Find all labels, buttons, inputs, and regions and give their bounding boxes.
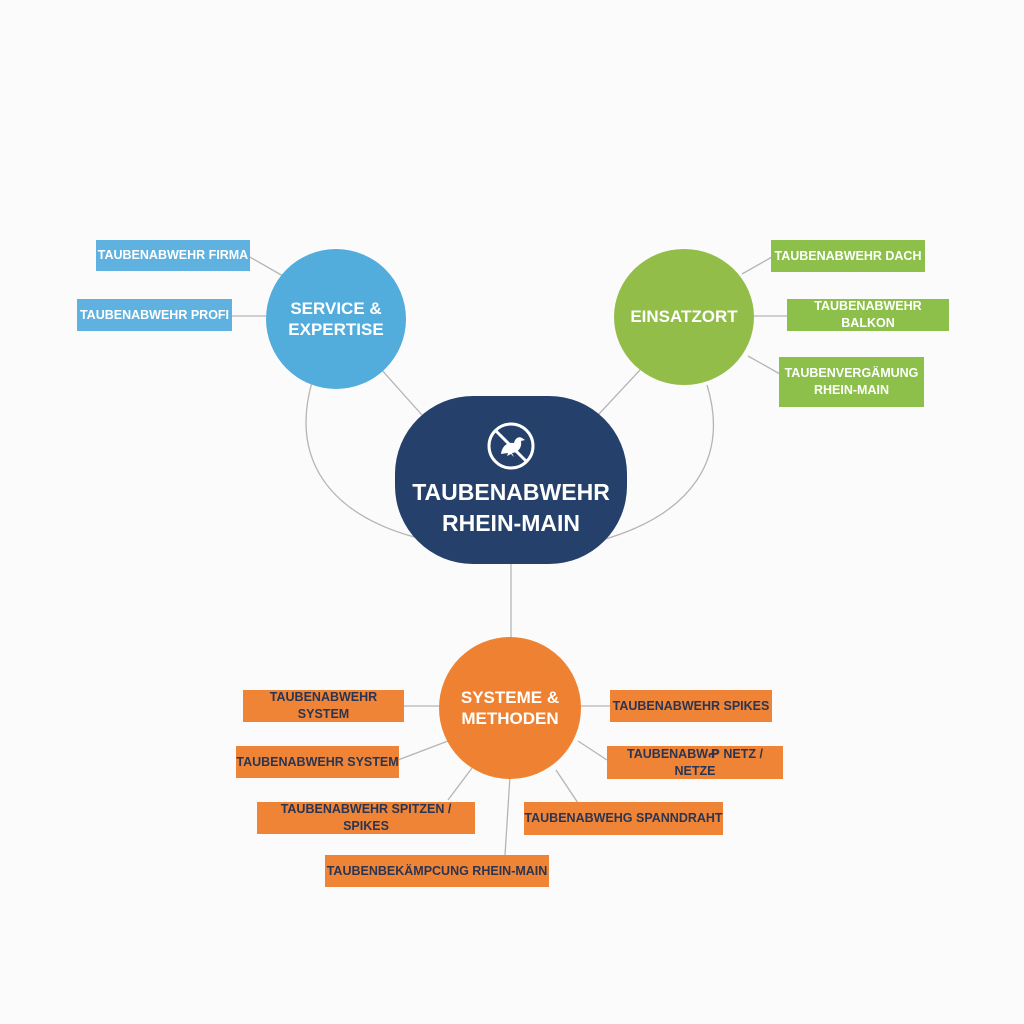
connector-tag-dach — [741, 256, 773, 275]
connector-tag-firma — [247, 255, 284, 277]
tag-taubenabwehr-spitzen-spikes: TAUBENABWEHR SPITZEN / SPIKES — [257, 802, 475, 834]
connector-center-einsatzort — [597, 369, 641, 416]
tag-taubenbekaempfung-rhein-main: TAUBENBEKÄMPCUNG RHEIN-MAIN — [325, 855, 549, 887]
connector-tag-system-2 — [397, 740, 449, 761]
tag-taubenabwehr-dach: TAUBENABWEHR DACH — [771, 240, 925, 272]
service-expertise-label: SERVICE & EXPERTISE — [288, 298, 384, 339]
center-title: TAUBENABWEHR RHEIN-MAIN — [412, 478, 610, 536]
tag-taubenabwehr-spikes: TAUBENABWEHR SPIKES — [610, 690, 772, 722]
connector-tag-spanndraht — [555, 769, 579, 804]
connector-tag-vergaemung — [747, 355, 781, 375]
einsatzort-label: EINSATZORT — [630, 307, 738, 327]
center-node: TAUBENABWEHR RHEIN-MAIN — [395, 396, 627, 564]
tag-taubenvergaemung-rhein-main: TAUBENVERGÄMUNG RHEIN-MAIN — [779, 357, 924, 407]
tag-taubenabwehr-netz-netze: TAUBENABWꝒ NETZ / NETZE — [607, 746, 783, 779]
connector-loop-left — [305, 381, 419, 539]
tag-taubenabwehr-balkon: TAUBENABWEHR BALKON — [787, 299, 949, 331]
einsatzort-node: EINSATZORT — [614, 249, 754, 385]
connector-center-service — [379, 367, 423, 416]
connector-tag-netz — [577, 740, 608, 761]
tag-taubenabwehr-system-1: TAUBENABWEHR SYSTEM — [243, 690, 404, 722]
tag-taubenabwehr-spanndraht: TAUBENABWEHG SPANNDRAHT — [524, 802, 723, 835]
connector-tag-spitzen — [447, 767, 473, 801]
tag-taubenabwehr-profi: TAUBENABWEHR PROFI — [77, 299, 232, 331]
systeme-methoden-label: SYSTEME & METHODEN — [460, 687, 560, 728]
tag-taubenabwehr-firma: TAUBENABWEHR FIRMA — [96, 240, 250, 271]
service-expertise-node: SERVICE & EXPERTISE — [266, 249, 406, 389]
tag-taubenabwehr-system-2: TAUBENABWEHR SYSTEM — [236, 746, 399, 778]
connector-loop-right — [601, 384, 715, 541]
no-pigeon-icon — [486, 421, 536, 471]
connector-tag-bekaempfung — [504, 775, 511, 856]
systeme-methoden-node: SYSTEME & METHODEN — [439, 637, 581, 779]
